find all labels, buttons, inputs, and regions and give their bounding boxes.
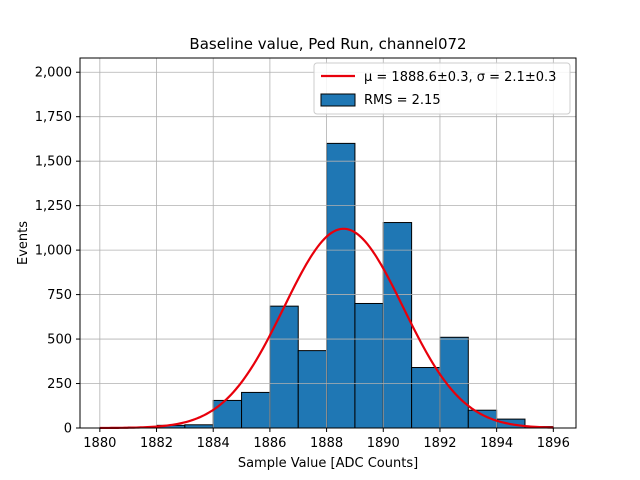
histogram-bar — [439, 336, 469, 429]
y-tick-label: 500 — [47, 333, 72, 348]
y-axis-label: Events — [16, 221, 31, 265]
y-tick-label: 0 — [64, 422, 72, 437]
histogram-bar — [411, 367, 441, 429]
legend-box — [313, 62, 571, 115]
histogram-bar — [212, 399, 243, 429]
histogram-bar — [354, 302, 384, 429]
x-tick-label: 1888 — [310, 436, 343, 451]
y-tick-label: 1,500 — [35, 155, 72, 170]
y-tick-label: 1,750 — [35, 110, 72, 125]
legend: μ = 1888.6±0.3, σ = 2.1±0.3 RMS = 2.15 — [313, 62, 571, 115]
y-tick-label: 1,250 — [35, 199, 72, 214]
histogram-bar — [241, 391, 271, 429]
x-tick-label: 1882 — [140, 436, 173, 451]
gaussian-fit — [99, 227, 554, 430]
x-axis-ticks: 1880 1882 1884 1886 1888 1890 1892 1894 1896 — [83, 428, 570, 451]
histogram-bar — [297, 350, 328, 429]
x-tick-label: 1880 — [83, 436, 116, 451]
x-tick-label: 1894 — [480, 436, 513, 451]
y-axis-ticks: 0 250 500 750 1,000 1,250 1,500 1,750 2,000 — [35, 66, 80, 437]
y-tick-label: 750 — [47, 288, 72, 303]
x-tick-label: 1884 — [197, 436, 230, 451]
y-tick-label: 250 — [47, 377, 72, 392]
histogram-bar — [382, 222, 413, 429]
legend-hist-swatch — [320, 93, 356, 107]
legend-hist-label: RMS = 2.15 — [364, 93, 441, 108]
y-tick-label: 2,000 — [35, 66, 72, 81]
histogram-bar — [326, 142, 356, 429]
histogram-bar — [269, 305, 299, 429]
y-tick-label: 1,000 — [35, 244, 72, 259]
x-tick-label: 1892 — [423, 436, 456, 451]
x-tick-label: 1896 — [537, 436, 570, 451]
plot-frame — [79, 57, 577, 429]
chart-title: Baseline value, Ped Run, channel072 — [189, 35, 466, 53]
fit-curve — [99, 227, 554, 430]
x-axis-label: Sample Value [ADC Counts] — [238, 456, 418, 471]
legend-fit-label: μ = 1888.6±0.3, σ = 2.1±0.3 — [364, 70, 556, 85]
x-tick-label: 1890 — [367, 436, 400, 451]
x-tick-label: 1886 — [253, 436, 286, 451]
